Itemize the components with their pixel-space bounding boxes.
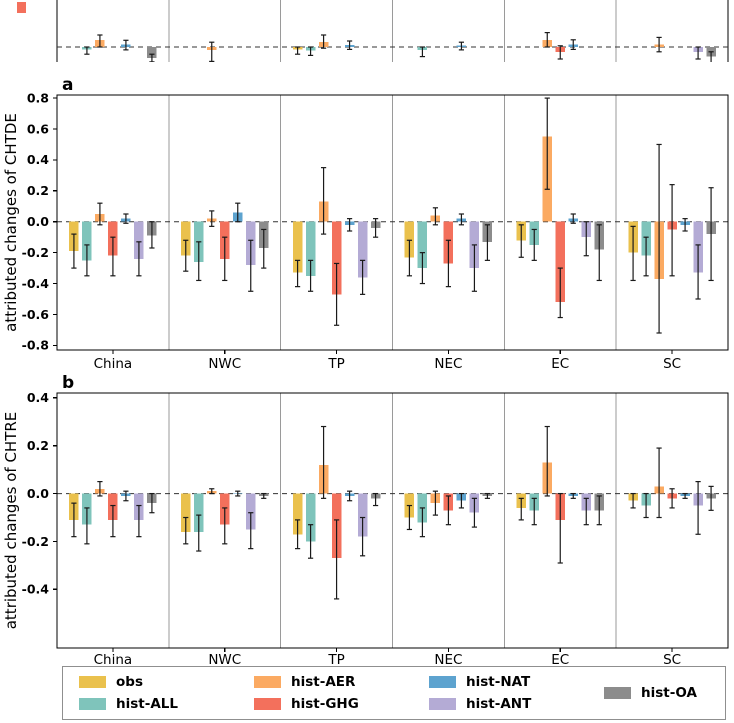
bar-hist-ANT-TP <box>357 221 368 278</box>
legend-column: hist-OA <box>604 685 697 701</box>
y-tick-label: -0.2 <box>22 245 49 260</box>
bar-fragment-hist-OA <box>147 47 157 58</box>
legend-label: hist-GHG <box>291 696 359 712</box>
legend-swatch-hist-OA <box>604 687 631 699</box>
legend-swatch-hist-ANT <box>429 698 456 710</box>
y-axis-label: attributed changes of CHTRE <box>2 412 20 630</box>
y-tick-label: 0.4 <box>27 152 49 167</box>
y-tick-label: -0.6 <box>22 307 50 322</box>
x-tick-label: SC <box>663 356 681 372</box>
legend-label: obs <box>116 674 143 690</box>
legend-label: hist-OA <box>641 685 697 701</box>
y-tick-label: -0.4 <box>22 582 50 597</box>
x-tick-label: NEC <box>434 652 462 666</box>
legend-swatch-obs <box>79 676 106 688</box>
panel-letter: a <box>62 75 73 95</box>
y-tick-label: 0.0 <box>27 214 49 229</box>
bar-hist-GHG-EC <box>555 221 565 303</box>
y-tick-label: -0.8 <box>22 338 49 353</box>
x-tick-label: NWC <box>208 652 241 666</box>
y-tick-label: 0.8 <box>27 90 49 105</box>
legend-item-hist-ALL: hist-ALL <box>79 696 254 712</box>
plot-border <box>56 392 729 649</box>
y-tick-label: 0.0 <box>27 486 49 501</box>
legend-item-hist-ANT: hist-ANT <box>429 696 604 712</box>
legend-column: hist-NAT hist-ANT <box>429 674 604 712</box>
legend-item-hist-GHG: hist-GHG <box>254 696 429 712</box>
bar-hist-ANT-NWC <box>246 493 256 530</box>
bar-hist-ANT-TP <box>357 493 368 537</box>
legend: obs hist-ALL hist-AER hist-GHG hist-NAT hist-… <box>62 666 726 720</box>
bar-obs-NEC <box>404 221 415 258</box>
y-tick-label: 0.2 <box>27 438 49 453</box>
x-tick-label: SC <box>663 652 681 666</box>
legend-label: hist-NAT <box>466 674 531 690</box>
bar-obs-NWC <box>181 221 191 256</box>
bar-hist-ALL-NEC <box>417 221 428 269</box>
bar-obs-NWC <box>181 493 191 532</box>
bar-hist-GHG-TP <box>331 221 342 295</box>
legend-item-hist-AER: hist-AER <box>254 674 429 690</box>
bar-hist-ALL-TP <box>305 221 316 276</box>
y-tick-label: 0.2 <box>27 183 49 198</box>
bar-obs-TP <box>292 221 303 273</box>
x-tick-label: TP <box>327 356 344 372</box>
legend-label: hist-ANT <box>466 696 532 712</box>
x-tick-label: EC <box>551 652 569 666</box>
legend-item-hist-NAT: hist-NAT <box>429 674 604 690</box>
y-tick-label: 0.6 <box>27 121 49 136</box>
legend-column: hist-AER hist-GHG <box>254 674 429 712</box>
x-tick-label: EC <box>551 356 569 372</box>
legend-label: hist-ALL <box>116 696 178 712</box>
panel-letter: b <box>62 373 74 393</box>
legend-swatch-hist-GHG <box>254 698 281 710</box>
bar-hist-ALL-NWC <box>194 493 204 532</box>
plot-border <box>56 94 729 351</box>
x-tick-label: NEC <box>434 356 462 372</box>
legend-label: hist-AER <box>291 674 356 690</box>
cropped-bar-fragment <box>17 2 26 13</box>
panel-a-chart: 0.8 0.6 0.4 0.2 0.0 -0.2 -0.4 -0.6 -0.8 China NWC T… <box>2 75 729 372</box>
legend-swatch-hist-NAT <box>429 676 456 688</box>
panel-b-chart: 0.4 0.2 0.0 -0.2 -0.4 China NWC TP NEC EC SC attrib… <box>2 373 729 666</box>
x-tick-label: NWC <box>208 356 241 372</box>
legend-swatch-hist-AER <box>254 676 281 688</box>
bar-hist-ANT-China <box>134 221 144 259</box>
y-axis-label: attributed changes of CHTDE <box>2 113 20 332</box>
x-tick-label: China <box>94 356 133 372</box>
y-tick-label: -0.4 <box>22 276 50 291</box>
legend-item-obs: obs <box>79 674 254 690</box>
bar-hist-ALL-TP <box>305 493 316 542</box>
legend-swatch-hist-ALL <box>79 698 106 710</box>
bar-hist-ALL-China <box>82 221 92 261</box>
legend-column: obs hist-ALL <box>79 674 254 712</box>
x-tick-label: China <box>94 652 133 666</box>
y-tick-label: 0.4 <box>27 390 49 405</box>
legend-item-hist-OA: hist-OA <box>604 685 697 701</box>
x-tick-label: TP <box>327 652 344 666</box>
cropped-top-panel <box>17 0 729 62</box>
bar-obs-TP <box>292 493 303 535</box>
y-tick-label: -0.2 <box>22 534 49 549</box>
